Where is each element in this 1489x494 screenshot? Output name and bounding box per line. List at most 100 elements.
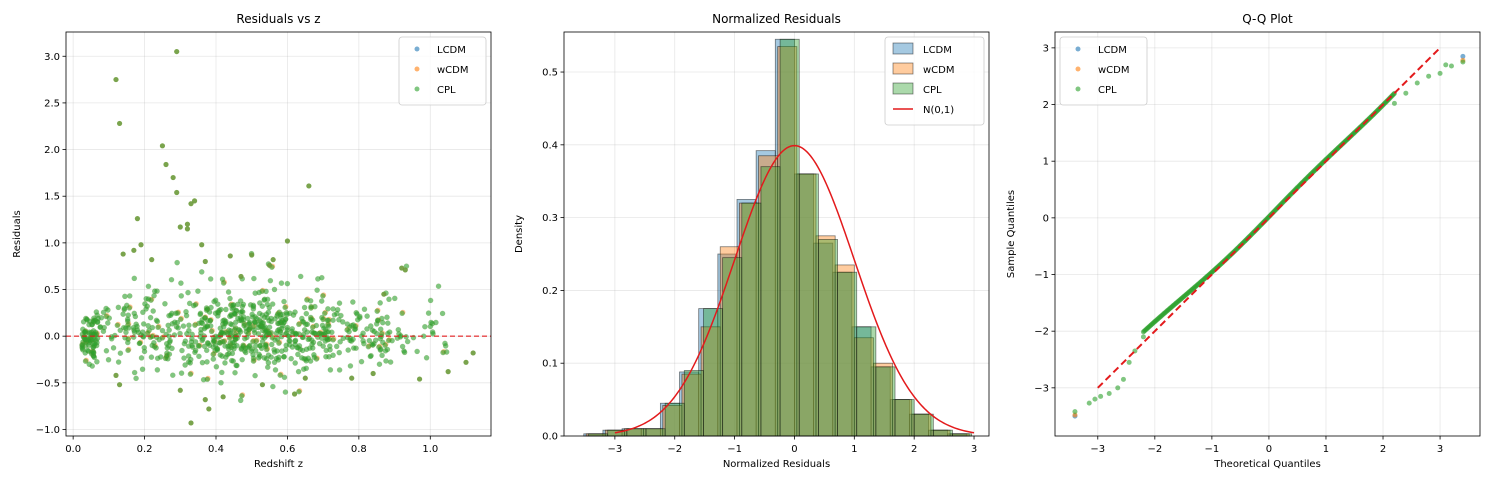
cpl-quantile-point (1115, 385, 1121, 391)
cpl-point (120, 251, 126, 257)
histogram-bar (818, 239, 838, 437)
cpl-point (286, 338, 293, 344)
cpl-point (304, 329, 310, 335)
cpl-point (174, 310, 181, 316)
cpl-point (284, 238, 291, 244)
cpl-quantile-point (1448, 63, 1454, 69)
cpl-point (248, 348, 255, 354)
legend-marker-wcdm (414, 66, 420, 72)
cpl-point (360, 337, 366, 344)
cpl-quantile-point (1120, 376, 1126, 382)
cpl-point (192, 301, 199, 308)
y-axis-label: Density (514, 215, 525, 253)
cpl-point (241, 322, 247, 329)
cpl-point (295, 368, 302, 375)
histogram-bar (645, 428, 666, 437)
cpl-point (270, 383, 276, 390)
cpl-point (181, 355, 187, 361)
cpl-point (153, 345, 159, 351)
cpl-quantile-point (1460, 59, 1466, 65)
plot-area (66, 48, 491, 426)
cpl-quantile-point (1126, 359, 1132, 365)
cpl-point (192, 349, 198, 356)
cpl-point (301, 304, 308, 311)
cpl-point (360, 330, 366, 337)
cpl-point (147, 314, 154, 321)
cpl-point (131, 275, 138, 282)
y-tick-label: 0.4 (542, 140, 558, 151)
cpl-point (463, 359, 469, 365)
cpl-point (282, 389, 289, 395)
histogram-bar (932, 429, 953, 437)
histogram-bar (913, 413, 934, 437)
cpl-point (229, 321, 235, 328)
cpl-point (216, 339, 223, 346)
cpl-point (141, 344, 148, 351)
cpl-point (92, 329, 99, 336)
cpl-point (386, 296, 392, 303)
cpl-quantile-point (1403, 90, 1409, 96)
cpl-point (104, 320, 111, 326)
cpl-point (281, 374, 288, 381)
cpl-point (470, 350, 476, 356)
cpl-point (323, 353, 329, 360)
cpl-point (91, 341, 98, 347)
cpl-point (272, 367, 279, 373)
cpl-point (384, 330, 391, 337)
y-axis-label: Sample Quantiles (1006, 190, 1017, 278)
cpl-point (225, 343, 231, 350)
cpl-point (336, 367, 343, 373)
cpl-point (227, 253, 233, 259)
x-tick-label: 1 (1323, 444, 1329, 455)
cpl-point (184, 226, 191, 232)
legend-patch-cpl (892, 82, 914, 95)
cpl-point (138, 355, 145, 361)
cpl-point (303, 310, 310, 317)
cpl-point (259, 320, 266, 327)
cpl-point (82, 358, 89, 365)
cpl-point (133, 375, 139, 382)
x-tick-label: 0.6 (279, 444, 295, 455)
cpl-point (125, 321, 131, 328)
cpl-point (122, 293, 128, 300)
cpl-point (372, 337, 379, 344)
cpl-point (140, 334, 147, 340)
legend-marker-lcdm (1075, 46, 1081, 52)
legend-marker-cpl (414, 86, 420, 92)
cpl-point (125, 347, 131, 354)
cpl-point (377, 300, 384, 306)
cpl-quantile-point (1098, 393, 1104, 399)
cpl-point (377, 347, 384, 353)
axes-frame (65, 31, 492, 437)
histogram-bar (741, 202, 762, 437)
cpl-point (81, 329, 88, 335)
x-axis-label: Redshift z (254, 459, 303, 470)
cpl-point (268, 341, 275, 348)
cpl-point (188, 339, 195, 345)
cpl-point (222, 329, 229, 336)
cpl-point (269, 301, 276, 307)
cpl-quantile-point (1443, 62, 1449, 68)
cpl-point (121, 305, 128, 312)
cpl-point (283, 342, 290, 349)
cpl-point (210, 356, 217, 362)
residuals-vs-z-panel: 0.0 0.2 0.4 0.6 0.8 1.0 −1.0 −0.5 0.0 0.5 1.0 1.5 2.… (12, 12, 492, 470)
cpl-point (188, 201, 194, 207)
cpl-point (307, 297, 314, 304)
histogram-bar (798, 173, 819, 437)
cpl-point (117, 350, 124, 357)
cpl-point (113, 76, 119, 83)
cpl-point (262, 324, 268, 330)
cpl-point (374, 308, 381, 314)
cpl-point (349, 375, 355, 381)
cpl-point (389, 337, 395, 344)
cpl-point (379, 352, 385, 359)
x-tick-label: −2 (1147, 444, 1162, 455)
cpl-point (316, 340, 323, 347)
cpl-point (302, 375, 308, 381)
cpl-point (210, 351, 217, 358)
cpl-point (157, 354, 164, 360)
cpl-point (312, 303, 318, 310)
cpl-point (379, 319, 386, 326)
legend-marker-cpl (1075, 86, 1081, 92)
